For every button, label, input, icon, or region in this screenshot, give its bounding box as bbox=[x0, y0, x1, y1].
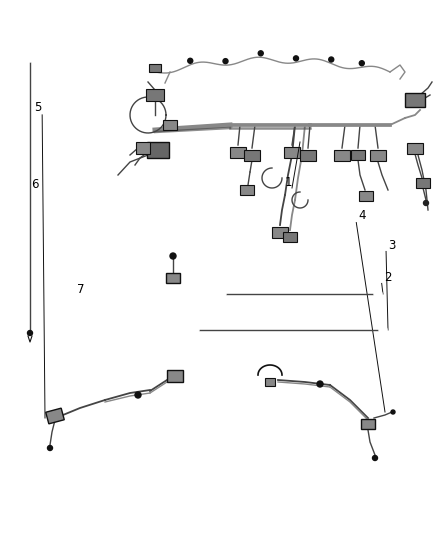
Bar bbox=[416, 178, 430, 188]
Circle shape bbox=[223, 59, 228, 63]
Text: 4: 4 bbox=[358, 208, 366, 222]
Bar bbox=[351, 150, 365, 160]
Bar bbox=[146, 89, 164, 101]
Text: 6: 6 bbox=[32, 177, 39, 191]
Circle shape bbox=[218, 290, 226, 298]
Circle shape bbox=[359, 61, 364, 66]
Circle shape bbox=[135, 392, 141, 398]
Text: 5: 5 bbox=[34, 101, 42, 114]
Bar bbox=[283, 232, 297, 242]
Bar bbox=[361, 419, 375, 429]
Bar bbox=[284, 147, 300, 157]
Bar bbox=[370, 149, 386, 160]
Circle shape bbox=[317, 381, 323, 387]
Bar bbox=[300, 149, 316, 160]
Bar bbox=[265, 378, 275, 386]
Circle shape bbox=[47, 446, 53, 450]
Circle shape bbox=[374, 290, 382, 298]
Bar bbox=[136, 142, 150, 154]
Circle shape bbox=[391, 410, 395, 414]
Circle shape bbox=[25, 52, 35, 62]
Bar bbox=[359, 191, 373, 201]
Bar bbox=[272, 227, 288, 238]
Circle shape bbox=[191, 326, 199, 334]
Bar bbox=[244, 149, 260, 160]
Text: 2: 2 bbox=[384, 271, 391, 285]
Bar bbox=[166, 273, 180, 283]
Text: 1: 1 bbox=[285, 176, 293, 189]
Circle shape bbox=[28, 330, 32, 335]
Bar bbox=[334, 149, 350, 160]
Bar bbox=[147, 142, 169, 158]
Bar bbox=[149, 64, 161, 72]
Circle shape bbox=[188, 58, 193, 63]
Circle shape bbox=[372, 456, 378, 461]
Bar bbox=[407, 142, 423, 154]
Circle shape bbox=[424, 200, 428, 206]
Circle shape bbox=[258, 51, 263, 56]
Text: 7: 7 bbox=[77, 283, 84, 296]
Bar bbox=[405, 93, 425, 107]
Circle shape bbox=[170, 253, 176, 259]
Circle shape bbox=[293, 56, 299, 61]
Text: 3: 3 bbox=[388, 239, 396, 253]
Circle shape bbox=[379, 326, 387, 334]
Bar bbox=[167, 370, 183, 382]
Bar bbox=[240, 185, 254, 195]
Bar bbox=[230, 147, 246, 157]
Bar bbox=[46, 408, 64, 424]
Bar bbox=[163, 120, 177, 130]
Circle shape bbox=[329, 57, 334, 62]
